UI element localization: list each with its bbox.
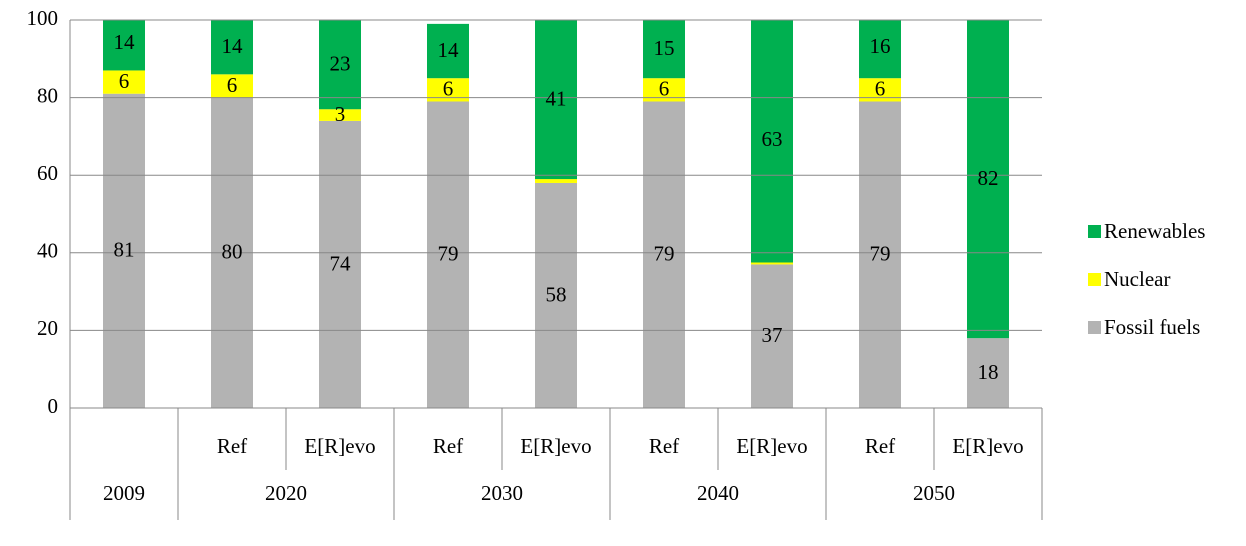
x-tick-label: E[R]evo	[952, 434, 1023, 458]
x-group-label: 2040	[697, 481, 739, 505]
bar-segment	[751, 262, 793, 265]
data-label: 6	[227, 73, 238, 97]
legend-swatch	[1088, 273, 1101, 286]
legend-label: Renewables	[1104, 219, 1205, 243]
x-tick-label: E[R]evo	[520, 434, 591, 458]
x-tick-label: E[R]evo	[304, 434, 375, 458]
bar-segment	[427, 78, 469, 102]
x-tick-label: E[R]evo	[736, 434, 807, 458]
x-group-label: 2030	[481, 481, 523, 505]
data-label: 16	[870, 34, 891, 58]
data-label: 18	[978, 360, 999, 384]
data-label: 14	[222, 34, 244, 58]
data-label: 15	[654, 36, 675, 60]
x-tick-label: Ref	[649, 434, 679, 458]
bar-segment	[319, 109, 361, 121]
bar-segment	[643, 20, 685, 79]
y-tick-label: 60	[37, 161, 58, 185]
data-label: 79	[438, 242, 459, 266]
bar-segment	[751, 20, 793, 263]
bar-segment	[211, 20, 253, 75]
legend-label: Nuclear	[1104, 267, 1170, 291]
legend-swatch	[1088, 321, 1101, 334]
y-tick-label: 40	[37, 239, 58, 263]
bar-segment	[967, 20, 1009, 339]
data-label: 82	[978, 166, 999, 190]
bar-segment	[967, 338, 1009, 408]
data-label: 37	[762, 323, 783, 347]
legend-label: Fossil fuels	[1104, 315, 1200, 339]
y-tick-label: 0	[48, 394, 59, 418]
data-label: 6	[119, 69, 130, 93]
bar-segment	[535, 20, 577, 180]
data-label: 14	[438, 38, 460, 62]
x-group-label: 2020	[265, 481, 307, 505]
x-tick-label: Ref	[865, 434, 895, 458]
bar-segment	[427, 101, 469, 408]
bar-segment	[535, 182, 577, 408]
data-label: 74	[330, 251, 352, 275]
x-group-label: 2050	[913, 481, 955, 505]
data-label: 80	[222, 240, 243, 264]
data-label: 58	[546, 282, 567, 306]
bar-segment	[103, 20, 145, 71]
x-group-label: 2009	[103, 481, 145, 505]
legend-swatch	[1088, 225, 1101, 238]
bar-segment	[211, 74, 253, 98]
bar-segment	[427, 23, 469, 79]
bar-segment	[319, 20, 361, 110]
bar-segment	[643, 101, 685, 408]
plot-area	[103, 20, 1009, 408]
data-label: 14	[114, 30, 136, 54]
data-label: 79	[870, 242, 891, 266]
bar-segment	[103, 70, 145, 94]
x-tick-label: Ref	[433, 434, 463, 458]
data-label: 6	[875, 77, 886, 101]
bar-segment	[859, 78, 901, 102]
data-label: 63	[762, 127, 783, 151]
bar-segment	[319, 120, 361, 408]
data-label: 6	[443, 77, 454, 101]
data-label: 41	[546, 86, 567, 110]
bar-segment	[751, 264, 793, 408]
bar-segment	[535, 179, 577, 183]
data-label: 6	[659, 77, 670, 101]
data-label: 81	[114, 238, 135, 262]
bar-segment	[859, 20, 901, 79]
x-tick-label: Ref	[217, 434, 247, 458]
y-tick-label: 20	[37, 316, 58, 340]
data-label: 3	[335, 102, 346, 126]
data-label: 23	[330, 51, 351, 75]
y-tick-label: 80	[37, 83, 58, 107]
data-label: 79	[654, 242, 675, 266]
bar-segment	[643, 78, 685, 102]
y-tick-label: 100	[27, 6, 59, 30]
bar-segment	[103, 93, 145, 408]
bar-segment	[859, 101, 901, 408]
